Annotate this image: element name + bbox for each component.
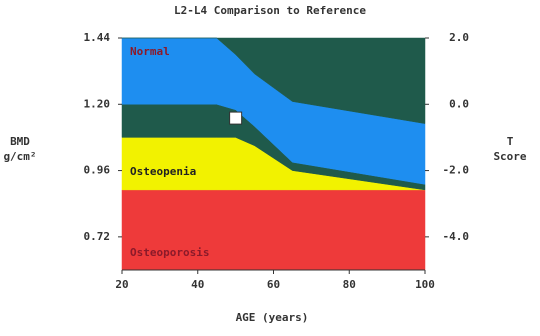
y-axis-label: BMD	[10, 135, 30, 148]
region-label: Osteopenia	[130, 165, 196, 178]
region-label: Normal	[130, 45, 170, 58]
y2-tick-label: 0.0	[449, 97, 469, 110]
chart-title: L2-L4 Comparison to Reference	[174, 4, 366, 17]
x-tick-label: 100	[415, 278, 435, 291]
y-tick-label: 0.72	[84, 230, 111, 243]
y-tick-label: 1.20	[84, 97, 111, 110]
y-tick-label: 0.96	[84, 164, 111, 177]
x-tick-label: 80	[343, 278, 356, 291]
y2-tick-label: -2.0	[443, 164, 470, 177]
x-tick-label: 40	[191, 278, 204, 291]
y2-tick-label: -4.0	[443, 230, 470, 243]
area-band	[122, 37, 426, 124]
x-tick-label: 20	[115, 278, 128, 291]
region-label: Osteoporosis	[130, 246, 209, 259]
x-axis-label: AGE (years)	[236, 311, 309, 324]
y2-axis-label: Score	[493, 150, 526, 163]
patient-marker	[229, 111, 243, 125]
y2-axis-label: T	[507, 135, 514, 148]
y-axis-label: g/cm²	[3, 150, 36, 163]
x-tick-label: 60	[267, 278, 280, 291]
y2-tick-label: 2.0	[449, 31, 469, 44]
y-tick-label: 1.44	[84, 31, 111, 44]
